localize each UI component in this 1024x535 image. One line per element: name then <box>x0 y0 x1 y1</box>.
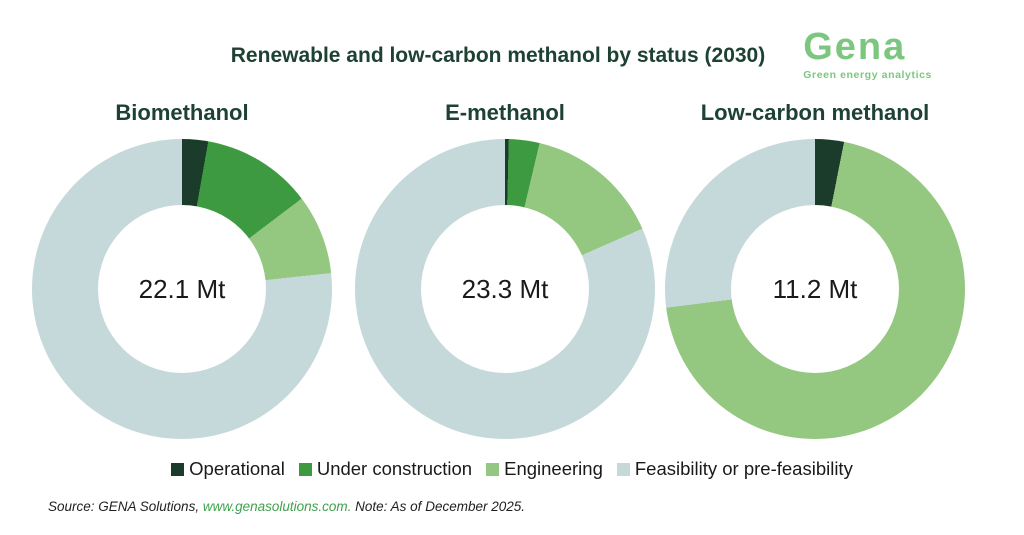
donut-chart-biomethanol: Biomethanol 22.1 Mt <box>32 100 332 439</box>
chart-title-low-carbon-methanol: Low-carbon methanol <box>700 100 930 125</box>
source-prefix: Source: GENA Solutions, <box>48 499 203 514</box>
legend-swatch-engineering <box>486 462 500 476</box>
donut-center-value-biomethanol: 22.1 Mt <box>138 273 226 304</box>
source-suffix: Note: As of December 2025. <box>351 499 525 514</box>
legend-item-engineering: Engineering <box>486 458 603 480</box>
legend-item-operational: Operational <box>171 458 285 480</box>
legend-label-operational: Operational <box>189 458 285 479</box>
gena-logo: Gena Green energy analytics <box>803 28 932 81</box>
donut-chart-e-methanol: E-methanol 23.3 Mt <box>355 100 655 439</box>
donut-chart-low-carbon-methanol: Low-carbon methanol 11.2 Mt <box>665 100 965 439</box>
donut-center-value-low-carbon-methanol: 11.2 Mt <box>772 273 858 304</box>
chart-legend: Operational Under construction Engineeri… <box>0 458 1024 480</box>
donut-center-value-e-methanol: 23.3 Mt <box>461 273 549 304</box>
donut-ring-biomethanol: 22.1 Mt <box>32 139 332 439</box>
donut-ring-e-methanol: 23.3 Mt <box>355 139 655 439</box>
legend-swatch-feasibility <box>616 462 630 476</box>
gena-logo-wordmark: Gena <box>803 26 907 68</box>
chart-title-e-methanol: E-methanol <box>445 100 565 125</box>
legend-label-engineering: Engineering <box>504 458 603 479</box>
legend-label-feasibility: Feasibility or pre-feasibility <box>634 458 853 479</box>
donut-ring-low-carbon-methanol: 11.2 Mt <box>665 139 965 439</box>
donut-hole <box>731 205 899 373</box>
gena-logo-tagline: Green energy analytics <box>803 69 932 81</box>
legend-label-under-construction: Under construction <box>316 458 473 479</box>
legend-item-under-construction: Under construction <box>298 458 473 480</box>
source-note: Source: GENA Solutions, www.genasolution… <box>48 499 525 514</box>
page-title: Renewable and low-carbon methanol by sta… <box>230 44 766 67</box>
donut-hole <box>98 205 266 373</box>
source-link[interactable]: www.genasolutions.com. <box>202 499 352 514</box>
legend-swatch-under-construction <box>298 462 312 476</box>
donut-hole <box>421 205 589 373</box>
legend-swatch-operational <box>171 462 185 476</box>
legend-item-feasibility: Feasibility or pre-feasibility <box>616 458 853 480</box>
chart-title-biomethanol: Biomethanol <box>115 100 249 125</box>
